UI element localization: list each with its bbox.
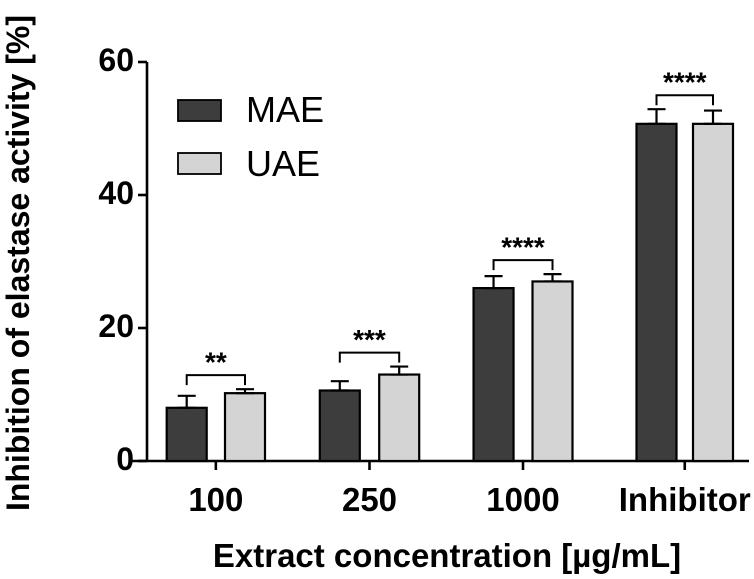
svg-text:**: ** xyxy=(205,347,227,378)
svg-text:250: 250 xyxy=(342,481,397,518)
svg-text:****: **** xyxy=(663,67,707,98)
svg-text:***: *** xyxy=(353,324,386,355)
svg-text:Inhibition of elastase activit: Inhibition of elastase activity [%] xyxy=(0,15,36,511)
svg-text:MAE: MAE xyxy=(246,89,324,130)
svg-text:****: **** xyxy=(501,232,545,263)
svg-text:0: 0 xyxy=(116,441,134,477)
svg-text:Extract concentration [µg/mL]: Extract concentration [µg/mL] xyxy=(213,537,681,574)
svg-text:Inhibitor: Inhibitor xyxy=(619,481,751,518)
svg-text:60: 60 xyxy=(98,42,134,78)
svg-text:UAE: UAE xyxy=(246,143,320,184)
svg-text:1000: 1000 xyxy=(486,481,559,518)
svg-text:40: 40 xyxy=(98,175,134,211)
svg-text:100: 100 xyxy=(188,481,243,518)
svg-text:20: 20 xyxy=(98,308,134,344)
